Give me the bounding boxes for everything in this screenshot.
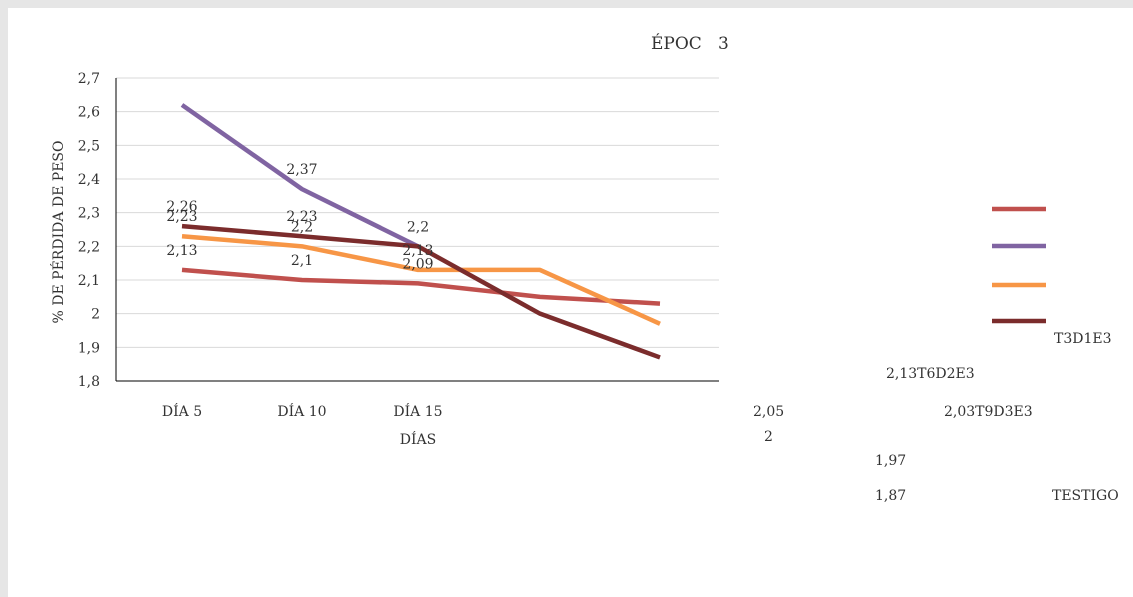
stray-label: 1,97: [875, 453, 906, 469]
stray-label: 2,13T6D2E3: [886, 366, 975, 382]
y-axis-ticks: 1,8 1,9 2 2,1 2,2 2,3 2,4 2,5 2,6 2,7: [78, 71, 100, 390]
stray-label: 1,87: [875, 488, 906, 504]
legend: T3D1E3: [992, 209, 1112, 347]
y-tick-label: 2,4: [78, 172, 100, 188]
y-tick-label: 2,5: [78, 138, 100, 154]
stray-label: 2: [764, 429, 773, 445]
y-tick-label: 1,8: [78, 374, 100, 390]
data-label: 2,2: [291, 219, 313, 235]
data-label: 2,2: [407, 219, 429, 235]
stray-label: 2,03T9D3E3: [944, 404, 1033, 420]
chart-title: ÉPOC 3: [651, 33, 729, 54]
x-axis-label: DÍAS: [400, 430, 436, 448]
data-label: 2,13: [166, 243, 197, 259]
y-tick-label: 2,2: [78, 239, 100, 255]
x-axis-ticks: DÍA 5 DÍA 10 DÍA 15: [162, 402, 443, 420]
data-label: 2,37: [286, 162, 317, 178]
x-tick-label: DÍA 10: [277, 402, 326, 420]
data-label: 2,1: [291, 253, 313, 269]
stray-label: 2,05: [753, 404, 784, 420]
series-line-1: [182, 270, 660, 304]
y-tick-label: 2,3: [78, 206, 100, 222]
y-tick-label: 2: [91, 307, 100, 323]
data-label: 2,09: [402, 256, 433, 272]
x-tick-label: DÍA 15: [393, 402, 442, 420]
y-tick-label: 1,9: [78, 340, 100, 356]
stray-labels: 2,13T6D2E3 2,05 2,03T9D3E3 2 1,97 1,87 TESTIGO: [753, 366, 1119, 504]
y-tick-label: 2,7: [78, 71, 100, 87]
stray-label: TESTIGO: [1052, 488, 1119, 504]
data-label: 2,23: [166, 209, 197, 225]
x-tick-label: DÍA 5: [162, 402, 202, 420]
legend-label: T3D1E3: [1054, 331, 1112, 347]
y-axis-label: % DE PÉRDIDA DE PESO: [49, 141, 67, 324]
y-tick-label: 2,1: [78, 273, 100, 289]
y-tick-label: 2,6: [78, 105, 100, 121]
